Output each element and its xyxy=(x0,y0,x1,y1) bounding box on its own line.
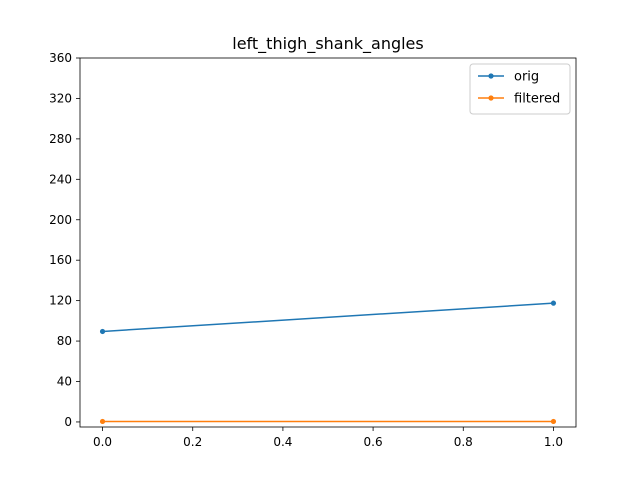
x-tick-label: 0.0 xyxy=(93,435,112,449)
x-tick-label: 0.8 xyxy=(454,435,473,449)
x-tick-label: 1.0 xyxy=(544,435,563,449)
legend-label-orig: orig xyxy=(514,70,539,85)
y-tick-label: 120 xyxy=(49,294,72,308)
x-tick-label: 0.6 xyxy=(364,435,383,449)
series-line-orig xyxy=(103,303,554,331)
y-tick-label: 320 xyxy=(49,91,72,105)
data-point-orig-1 xyxy=(551,301,556,306)
y-tick-label: 160 xyxy=(49,253,72,267)
y-tick-label: 80 xyxy=(57,334,72,348)
legend-label-filtered: filtered xyxy=(514,92,560,107)
y-tick-label: 200 xyxy=(49,213,72,227)
chart-title: left_thigh_shank_angles xyxy=(232,34,423,54)
y-tick-label: 40 xyxy=(57,375,72,389)
y-tick-label: 0 xyxy=(64,415,72,429)
data-point-orig-0 xyxy=(100,329,105,334)
data-point-filtered-0 xyxy=(100,419,105,424)
legend-marker-orig xyxy=(488,73,493,78)
legend-marker-filtered xyxy=(488,95,493,100)
x-tick-label: 0.2 xyxy=(183,435,202,449)
x-axis: 0.0 0.2 0.4 0.6 0.8 1.0 xyxy=(93,427,563,449)
y-axis: 0 40 80 120 160 200 240 280 320 360 xyxy=(49,51,80,429)
legend: orig filtered xyxy=(470,64,570,114)
y-tick-label: 240 xyxy=(49,172,72,186)
y-tick-label: 360 xyxy=(49,51,72,65)
data-point-filtered-1 xyxy=(551,419,556,424)
y-tick-label: 280 xyxy=(49,132,72,146)
x-tick-label: 0.4 xyxy=(273,435,292,449)
